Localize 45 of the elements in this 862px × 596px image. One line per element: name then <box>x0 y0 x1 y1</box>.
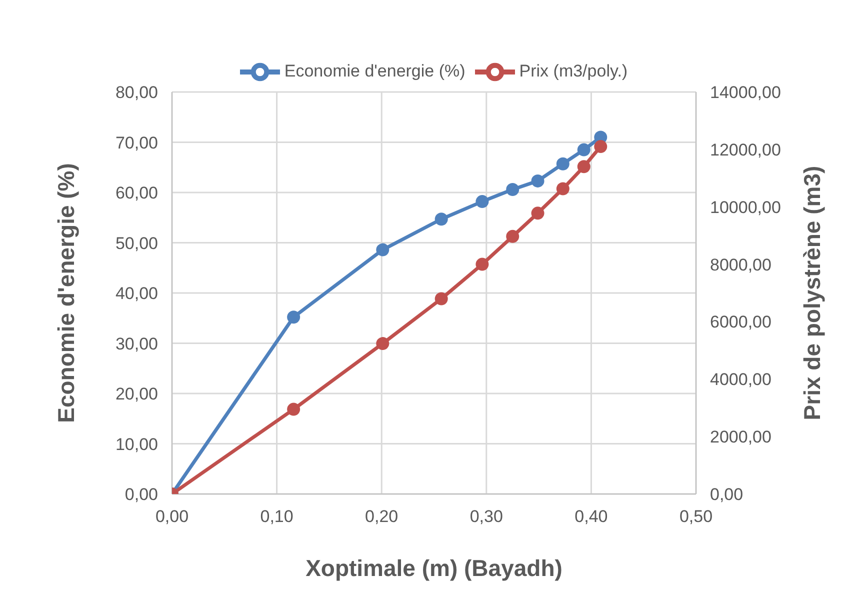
y2-tick-label: 2000,00 <box>710 428 772 447</box>
x-tick-label: 0,40 <box>574 507 608 526</box>
x-tick-label: 0,00 <box>155 507 189 526</box>
y-tick-label: 10,00 <box>115 434 158 454</box>
x-tick-label: 0,20 <box>365 507 398 526</box>
point <box>577 143 590 156</box>
point <box>476 195 489 208</box>
point <box>287 402 300 416</box>
y-tick-label: 40,00 <box>115 284 158 304</box>
y-tick-label: 60,00 <box>115 184 158 203</box>
x-tick-label: 0,50 <box>679 507 713 526</box>
y2-tick-label: 8000,00 <box>710 255 772 274</box>
y-tick-label: 80,00 <box>115 83 158 102</box>
point <box>287 310 300 324</box>
y2-tick-label: 4000,00 <box>710 370 772 390</box>
point <box>531 174 544 188</box>
point <box>594 140 608 154</box>
y-tick-label: 50,00 <box>115 234 158 253</box>
point <box>556 157 570 170</box>
legend-label: Economie d'energie (%) <box>284 61 466 80</box>
point <box>506 182 520 196</box>
point <box>376 337 390 350</box>
y-axis-title: Economie d'energie (%) <box>53 163 80 423</box>
y2-tick-label: 12000,00 <box>710 140 781 160</box>
point <box>376 243 390 256</box>
y2-axis-title: Prix de polystrène (m3) <box>799 166 826 420</box>
y2-tick-label: 14000,00 <box>710 83 781 102</box>
point <box>531 206 544 220</box>
y-tick-label: 70,00 <box>115 133 158 152</box>
point <box>577 160 590 174</box>
point <box>476 258 489 271</box>
x-tick-label: 0,30 <box>470 507 503 526</box>
x-tick-label: 0,10 <box>260 507 294 526</box>
y-tick-label: 30,00 <box>115 334 158 354</box>
y2-tick-label: 10000,00 <box>710 198 781 217</box>
legend-label: Prix (m3/poly.) <box>519 61 628 80</box>
point <box>556 182 570 196</box>
point <box>434 292 448 306</box>
x-axis-title: Xoptimale (m) (Bayadh) <box>306 555 562 581</box>
point <box>506 230 520 243</box>
y-tick-label: 20,00 <box>115 384 158 404</box>
y-tick-label: 0,00 <box>124 485 158 504</box>
y2-tick-label: 0,00 <box>710 485 744 504</box>
y2-tick-label: 6000,00 <box>710 312 772 332</box>
point <box>434 212 448 226</box>
